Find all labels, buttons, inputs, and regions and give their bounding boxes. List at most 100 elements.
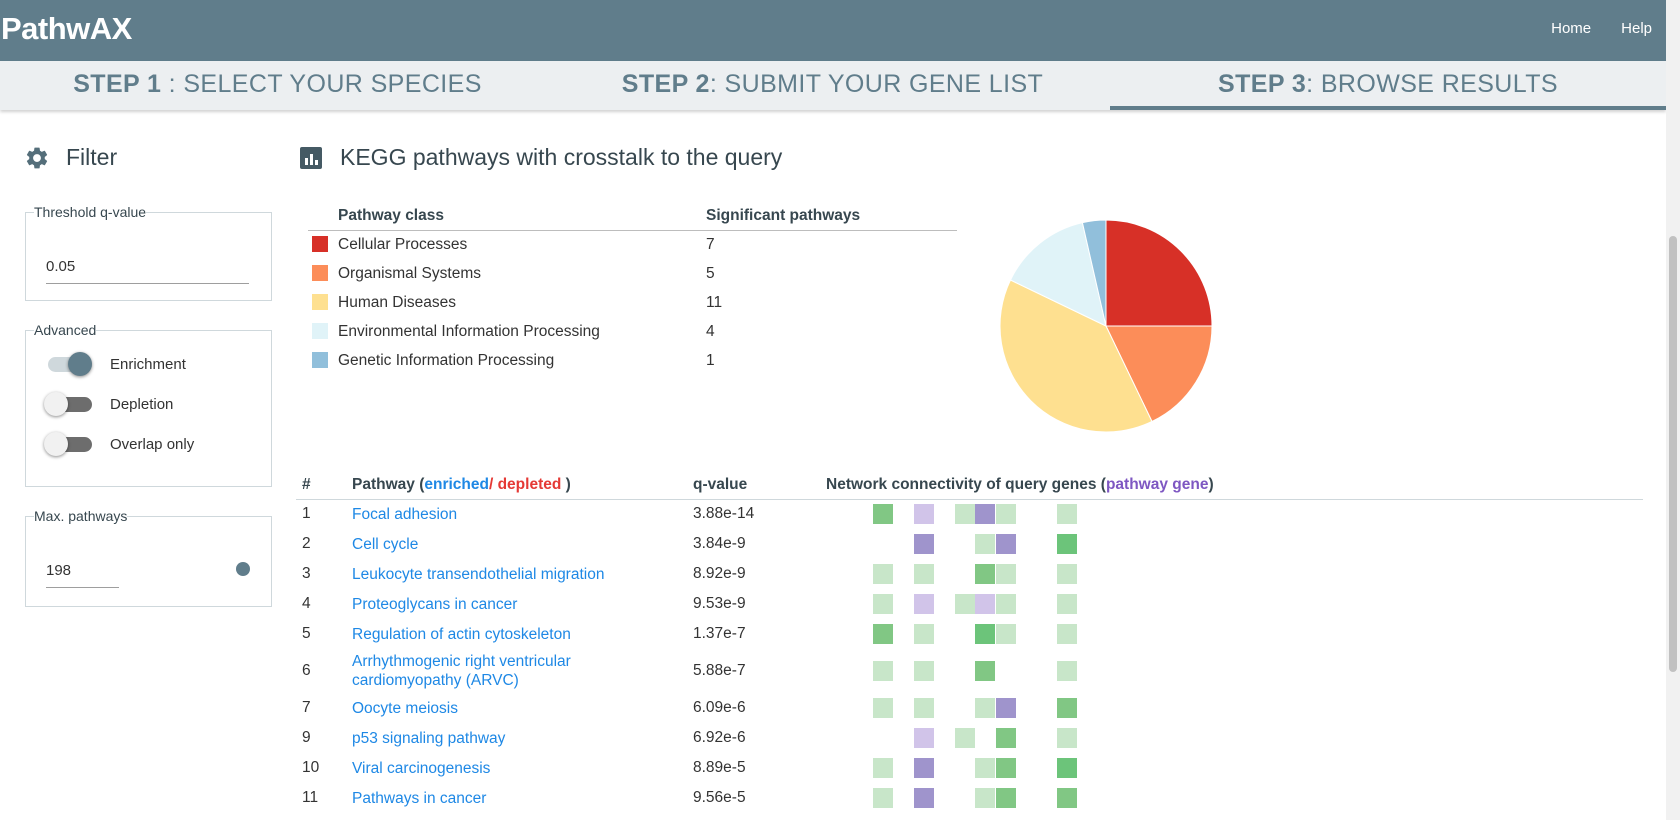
nav-home-link[interactable]: Home — [1551, 20, 1592, 37]
connectivity-cell[interactable] — [913, 758, 934, 778]
connectivity-cell[interactable] — [1057, 594, 1077, 614]
pathway-cell: Arrhythmogenic right ventricular cardiomy… — [352, 649, 693, 693]
connectivity-cell[interactable] — [1057, 534, 1077, 554]
pathway-link[interactable]: Leukocyte transendothelial migration — [352, 566, 604, 583]
connectivity-cell[interactable] — [975, 624, 995, 644]
connectivity-cell[interactable] — [1057, 504, 1077, 525]
connectivity-cell[interactable] — [975, 788, 995, 808]
connectivity-cell[interactable] — [995, 758, 1016, 778]
connectivity-cell[interactable] — [995, 624, 1016, 644]
connectivity-cell[interactable] — [975, 758, 995, 778]
pathway-link[interactable]: Regulation of actin cytoskeleton — [352, 626, 571, 643]
connectivity-cell[interactable] — [995, 594, 1016, 614]
gear-icon — [26, 147, 48, 168]
tab-step-1-text: : SELECT YOUR SPECIES — [161, 70, 482, 98]
connectivity-cell[interactable] — [995, 788, 1016, 808]
connectivity-cell[interactable] — [1057, 661, 1077, 681]
connectivity-cell[interactable] — [872, 594, 893, 614]
pathway-link[interactable]: Cell cycle — [352, 536, 418, 553]
connectivity-cell[interactable] — [1057, 624, 1077, 644]
connectivity-cell[interactable] — [975, 661, 995, 681]
connectivity-cell[interactable] — [975, 594, 995, 614]
qvalue: 9.53e-9 — [693, 595, 746, 612]
network-connectivity-cell — [826, 783, 1643, 813]
connectivity-cell[interactable] — [975, 564, 995, 584]
pathway-link[interactable]: Proteoglycans in cancer — [352, 596, 517, 613]
class-name-cell: Human Diseases — [308, 288, 706, 317]
connectivity-cell[interactable] — [954, 504, 975, 525]
connectivity-cell[interactable] — [913, 534, 934, 554]
overlap-only-toggle-row[interactable]: Overlap only — [44, 432, 194, 456]
connectivity-cell[interactable] — [913, 788, 934, 808]
connectivity-cell[interactable] — [995, 564, 1016, 584]
row-number: 3 — [302, 565, 311, 582]
pathway-class-table: Pathway class Significant pathways Cellu… — [308, 202, 957, 375]
enrichment-toggle[interactable] — [44, 352, 92, 376]
qvalue: 5.88e-7 — [693, 662, 746, 679]
connectivity-cell[interactable] — [975, 504, 995, 525]
network-connectivity-cell — [826, 619, 1643, 649]
pie-slice-genetic-information-processing[interactable] — [1081, 219, 1107, 327]
connectivity-cell[interactable] — [872, 564, 893, 584]
pie-slice-environmental-information-processing[interactable] — [1009, 222, 1107, 327]
enrichment-toggle-row[interactable]: Enrichment — [44, 352, 186, 376]
pathway-link[interactable]: Focal adhesion — [352, 506, 457, 523]
pathway-link[interactable]: Pathways in cancer — [352, 790, 486, 807]
connectivity-cell[interactable] — [913, 504, 934, 525]
connectivity-cell[interactable] — [913, 594, 934, 614]
connectivity-cell[interactable] — [913, 728, 934, 748]
connectivity-cell[interactable] — [954, 594, 975, 614]
connectivity-cell[interactable] — [995, 504, 1016, 525]
max-pathways-slider-handle[interactable] — [236, 562, 250, 576]
class-name-cell: Environmental Information Processing — [308, 317, 706, 346]
tab-step-3-text: : BROWSE RESULTS — [1306, 70, 1558, 98]
connectivity-cell[interactable] — [872, 758, 893, 778]
connectivity-cell[interactable] — [954, 728, 975, 748]
connectivity-cell[interactable] — [872, 661, 893, 681]
connectivity-cell[interactable] — [1057, 564, 1077, 584]
connectivity-cell[interactable] — [913, 698, 934, 718]
connectivity-cell[interactable] — [975, 534, 995, 554]
scrollbar-thumb[interactable] — [1669, 236, 1677, 672]
connectivity-cell[interactable] — [872, 504, 893, 525]
connectivity-cell[interactable] — [913, 624, 934, 644]
qvalue: 8.92e-9 — [693, 565, 746, 582]
connectivity-cell[interactable] — [975, 698, 995, 718]
connectivity-cell[interactable] — [995, 698, 1016, 718]
connectivity-cell[interactable] — [913, 661, 934, 681]
tab-step-3[interactable]: STEP 3: BROWSE RESULTS — [1110, 61, 1666, 110]
overlap-only-toggle[interactable] — [44, 432, 92, 456]
pathway-link-line-1: Arrhythmogenic right ventricular — [352, 653, 571, 670]
connectivity-cell[interactable] — [995, 534, 1016, 554]
threshold-qvalue-input[interactable] — [46, 250, 249, 284]
table-row: 10 Viral carcinogenesis 8.89e-5 — [296, 753, 1643, 783]
connectivity-cell[interactable] — [913, 564, 934, 584]
pathway-link[interactable]: Arrhythmogenic right ventricular cardiomy… — [352, 653, 571, 689]
tab-step-2[interactable]: STEP 2: SUBMIT YOUR GENE LIST — [555, 61, 1110, 110]
pie-slice-human-diseases[interactable] — [999, 279, 1153, 433]
class-color-swatch — [312, 293, 328, 310]
connectivity-cell[interactable] — [872, 788, 893, 808]
connectivity-cell[interactable] — [872, 698, 893, 718]
depletion-toggle[interactable] — [44, 392, 92, 416]
connectivity-cell[interactable] — [1057, 728, 1077, 748]
connectivity-cell[interactable] — [1057, 788, 1077, 808]
depletion-toggle-row[interactable]: Depletion — [44, 392, 173, 416]
max-pathways-input[interactable] — [46, 554, 119, 588]
connectivity-cell[interactable] — [1057, 698, 1077, 718]
connectivity-cell[interactable] — [1057, 758, 1077, 778]
pathway-link[interactable]: Viral carcinogenesis — [352, 760, 490, 777]
connectivity-cells — [826, 661, 1643, 681]
tab-step-1[interactable]: STEP 1 : SELECT YOUR SPECIES — [0, 61, 555, 110]
connectivity-cell[interactable] — [995, 728, 1016, 748]
pathway-link[interactable]: p53 signaling pathway — [352, 730, 505, 747]
page-scrollbar[interactable] — [1666, 0, 1680, 820]
app-logo[interactable]: PathwAX — [1, 11, 132, 46]
class-table-header-class: Pathway class — [308, 202, 706, 231]
pie-slice-cellular-processes[interactable] — [1105, 219, 1213, 327]
nav-help-link[interactable]: Help — [1621, 20, 1652, 37]
class-name-cell: Cellular Processes — [308, 230, 706, 259]
pie-slice-organismal-systems[interactable] — [1105, 325, 1213, 423]
connectivity-cell[interactable] — [872, 624, 893, 644]
pathway-link[interactable]: Oocyte meiosis — [352, 700, 458, 717]
